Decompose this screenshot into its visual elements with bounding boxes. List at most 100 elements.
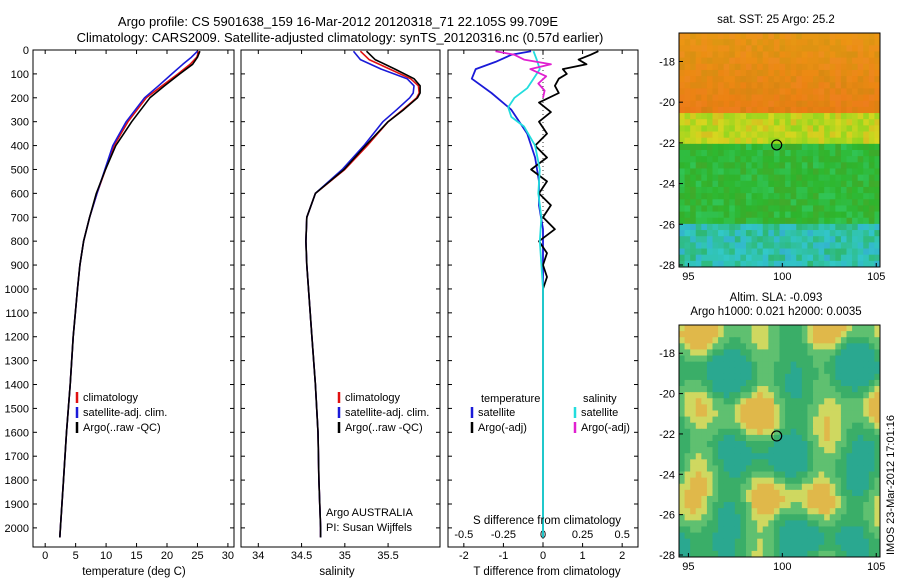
map-cell: [768, 441, 775, 448]
map-cell: [846, 254, 853, 262]
map-cell: [762, 51, 769, 59]
map-cell: [768, 495, 775, 503]
map-cell: [723, 119, 730, 126]
map-cell: [706, 260, 713, 268]
map-cell: [801, 168, 808, 176]
map-cell: [801, 477, 808, 485]
map-cell: [768, 514, 775, 521]
map-cell: [751, 199, 758, 206]
map-cell: [768, 156, 775, 163]
map-cell: [746, 223, 752, 231]
map-cell: [723, 205, 730, 212]
map-cell: [734, 325, 741, 332]
map-cell: [701, 520, 708, 527]
map-cell: [740, 254, 747, 262]
map-cell: [679, 502, 685, 509]
map-cell: [790, 404, 797, 411]
map-cell: [706, 441, 713, 448]
map-cell: [768, 150, 775, 157]
map-cell: [813, 343, 819, 350]
map-cell: [779, 82, 786, 89]
map-cell: [679, 119, 685, 126]
map-cell: [863, 422, 870, 430]
map-y-tick-label: -20: [659, 389, 675, 401]
map-cell: [740, 447, 747, 454]
map-cell: [762, 33, 769, 40]
map-cell: [757, 254, 764, 262]
map-cell: [796, 550, 803, 558]
legend-label: climatology: [83, 392, 139, 404]
map-cell: [868, 441, 875, 448]
x-tick-label: 0: [42, 550, 48, 562]
map-cell: [718, 143, 725, 151]
map-cell: [835, 205, 842, 212]
map-cell: [790, 337, 797, 344]
map-cell: [762, 349, 769, 356]
map-cell: [712, 434, 719, 442]
map-cell: [723, 137, 730, 145]
map-cell: [723, 150, 730, 157]
map-cell: [857, 168, 864, 176]
depth-tick-label: 2000: [5, 523, 29, 535]
map-cell: [790, 248, 797, 256]
map-cell: [796, 477, 803, 485]
map-cell: [679, 349, 685, 356]
map-cell: [785, 410, 792, 417]
map-cell: [813, 125, 819, 132]
depth-tick-label: 1700: [5, 451, 29, 463]
map-cell: [762, 94, 769, 102]
map-cell: [801, 45, 808, 52]
map-cell: [796, 325, 803, 332]
map-cell: [712, 514, 719, 521]
map-cell: [751, 205, 758, 212]
map-cell: [690, 168, 697, 176]
map-cell: [852, 33, 859, 40]
map-cell: [863, 131, 870, 139]
map-cell: [757, 125, 764, 132]
map-cell: [829, 113, 836, 120]
map-cell: [768, 88, 775, 95]
map-cell: [757, 174, 764, 182]
map-cell: [824, 125, 831, 132]
map-cell: [874, 428, 881, 436]
map-cell: [813, 434, 819, 442]
map-cell: [712, 367, 719, 375]
map-cell: [729, 422, 736, 430]
map-cell: [863, 69, 870, 77]
map-cell: [729, 150, 736, 157]
map-cell: [829, 143, 836, 151]
map-cell: [684, 526, 691, 533]
map-cell: [773, 544, 780, 552]
map-cell: [706, 459, 713, 466]
map-cell: [734, 404, 741, 411]
map-cell: [785, 137, 792, 145]
map-cell: [868, 392, 875, 399]
map-cell: [757, 422, 764, 430]
map-cell: [762, 248, 769, 256]
map-cell: [835, 180, 842, 188]
map-y-tick-label: -26: [659, 219, 675, 231]
map-cell: [868, 125, 875, 132]
map-cell: [746, 489, 752, 497]
map-cell: [874, 217, 881, 225]
map-cell: [824, 477, 831, 485]
map-cell: [701, 373, 708, 381]
map-cell: [701, 100, 708, 108]
depth-tick-label: 1400: [5, 380, 29, 392]
map-cell: [840, 538, 847, 546]
map-cell: [840, 217, 847, 225]
map-cell: [718, 199, 725, 206]
map-cell: [684, 94, 691, 102]
map-cell: [718, 168, 725, 176]
map-cell: [757, 532, 764, 540]
map-cell: [768, 349, 775, 356]
map-cell: [779, 495, 786, 503]
map-cell: [746, 422, 752, 430]
map-cell: [785, 416, 792, 424]
map-cell: [863, 392, 870, 399]
map-cell: [840, 113, 847, 120]
map-cell: [723, 514, 730, 521]
map-cell: [796, 441, 803, 448]
map-cell: [801, 447, 808, 454]
map-cell: [840, 254, 847, 262]
